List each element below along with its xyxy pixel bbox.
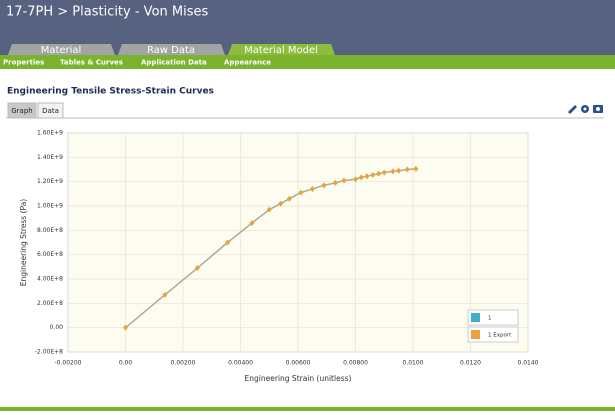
- data-point[interactable]: [376, 170, 381, 177]
- tab-label[interactable]: Material: [41, 45, 82, 56]
- x-tick-label: 0.0120: [460, 360, 481, 367]
- data-point[interactable]: [194, 265, 200, 272]
- x-tick-label: 0.00600: [286, 360, 311, 367]
- legend-swatch[interactable]: [471, 330, 480, 339]
- x-tick-label: 0.00: [119, 360, 133, 367]
- y-tick-label: 2.00E+8: [37, 300, 63, 307]
- subnav-item[interactable]: Tables & Curves: [60, 59, 123, 67]
- data-point[interactable]: [364, 173, 370, 180]
- legend-swatch[interactable]: [471, 313, 480, 322]
- data-point[interactable]: [396, 167, 402, 174]
- data-point[interactable]: [390, 168, 396, 175]
- data-point[interactable]: [370, 171, 376, 178]
- edit-icon[interactable]: [568, 105, 577, 114]
- data-point[interactable]: [381, 169, 387, 176]
- x-tick-label: 0.00200: [171, 360, 196, 367]
- subnav-bar: [0, 55, 615, 69]
- page-title: 17-7PH > Plasticity - Von Mises: [6, 5, 208, 20]
- section-title: Engineering Tensile Stress-Strain Curves: [7, 87, 214, 97]
- data-point[interactable]: [123, 324, 128, 331]
- y-tick-label: -2.00E+8: [35, 349, 63, 356]
- tab-label[interactable]: Material Model: [244, 45, 318, 56]
- data-point[interactable]: [309, 185, 315, 192]
- view-tab[interactable]: [7, 102, 37, 119]
- data-point[interactable]: [225, 239, 231, 246]
- x-axis-label: Engineering Strain (unitless): [245, 374, 352, 383]
- view-tab[interactable]: [37, 102, 64, 119]
- data-point[interactable]: [266, 206, 272, 213]
- data-point[interactable]: [278, 200, 284, 207]
- tab[interactable]: [228, 44, 335, 55]
- y-tick-label: 1.40E+9: [37, 154, 63, 161]
- x-tick-label: 0.0100: [403, 360, 424, 367]
- x-tick-label: -0.00200: [55, 360, 82, 367]
- y-tick-label: 4.00E+8: [37, 276, 63, 283]
- tab[interactable]: [118, 44, 225, 55]
- settings-icon-hole: [583, 107, 587, 111]
- toolbar-icons[interactable]: [568, 105, 603, 114]
- data-point[interactable]: [341, 177, 347, 184]
- data-point[interactable]: [286, 195, 292, 202]
- view-tab-label[interactable]: Graph: [11, 107, 32, 115]
- y-tick-label: 1.20E+9: [37, 178, 63, 185]
- data-point[interactable]: [353, 176, 358, 183]
- tab[interactable]: [8, 44, 115, 55]
- x-tick-label: 0.0140: [518, 360, 539, 367]
- tab-label[interactable]: Raw Data: [147, 45, 195, 56]
- view-tab-label[interactable]: Data: [42, 107, 59, 115]
- legend-label[interactable]: 1 Export: [488, 333, 512, 339]
- footer-bar: [0, 407, 615, 411]
- y-tick-label: 0.00: [50, 324, 64, 331]
- data-point[interactable]: [413, 165, 419, 172]
- subnav-item[interactable]: Appearance: [224, 59, 271, 67]
- subnav-item[interactable]: Properties: [3, 59, 44, 67]
- data-point[interactable]: [358, 174, 364, 181]
- data-point[interactable]: [332, 179, 338, 186]
- legend-box[interactable]: [467, 309, 519, 326]
- x-tick-label: 0.00400: [228, 360, 253, 367]
- y-tick-label: 1.60E+9: [37, 130, 63, 137]
- camera-lens: [596, 107, 600, 111]
- y-tick-label: 1.00E+9: [37, 203, 63, 210]
- y-tick-label: 8.00E+8: [37, 227, 63, 234]
- data-point[interactable]: [321, 182, 327, 189]
- legend-box[interactable]: [467, 326, 519, 343]
- data-point[interactable]: [298, 189, 304, 196]
- legend-label[interactable]: 1: [488, 316, 492, 322]
- y-axis-label: Engineering Stress (Pa): [19, 199, 28, 287]
- data-point[interactable]: [249, 220, 255, 227]
- data-point[interactable]: [404, 166, 410, 173]
- data-point[interactable]: [162, 291, 168, 298]
- y-tick-label: 6.00E+8: [37, 251, 63, 258]
- subnav-item[interactable]: Application Data: [141, 59, 207, 67]
- x-tick-label: 0.00800: [343, 360, 368, 367]
